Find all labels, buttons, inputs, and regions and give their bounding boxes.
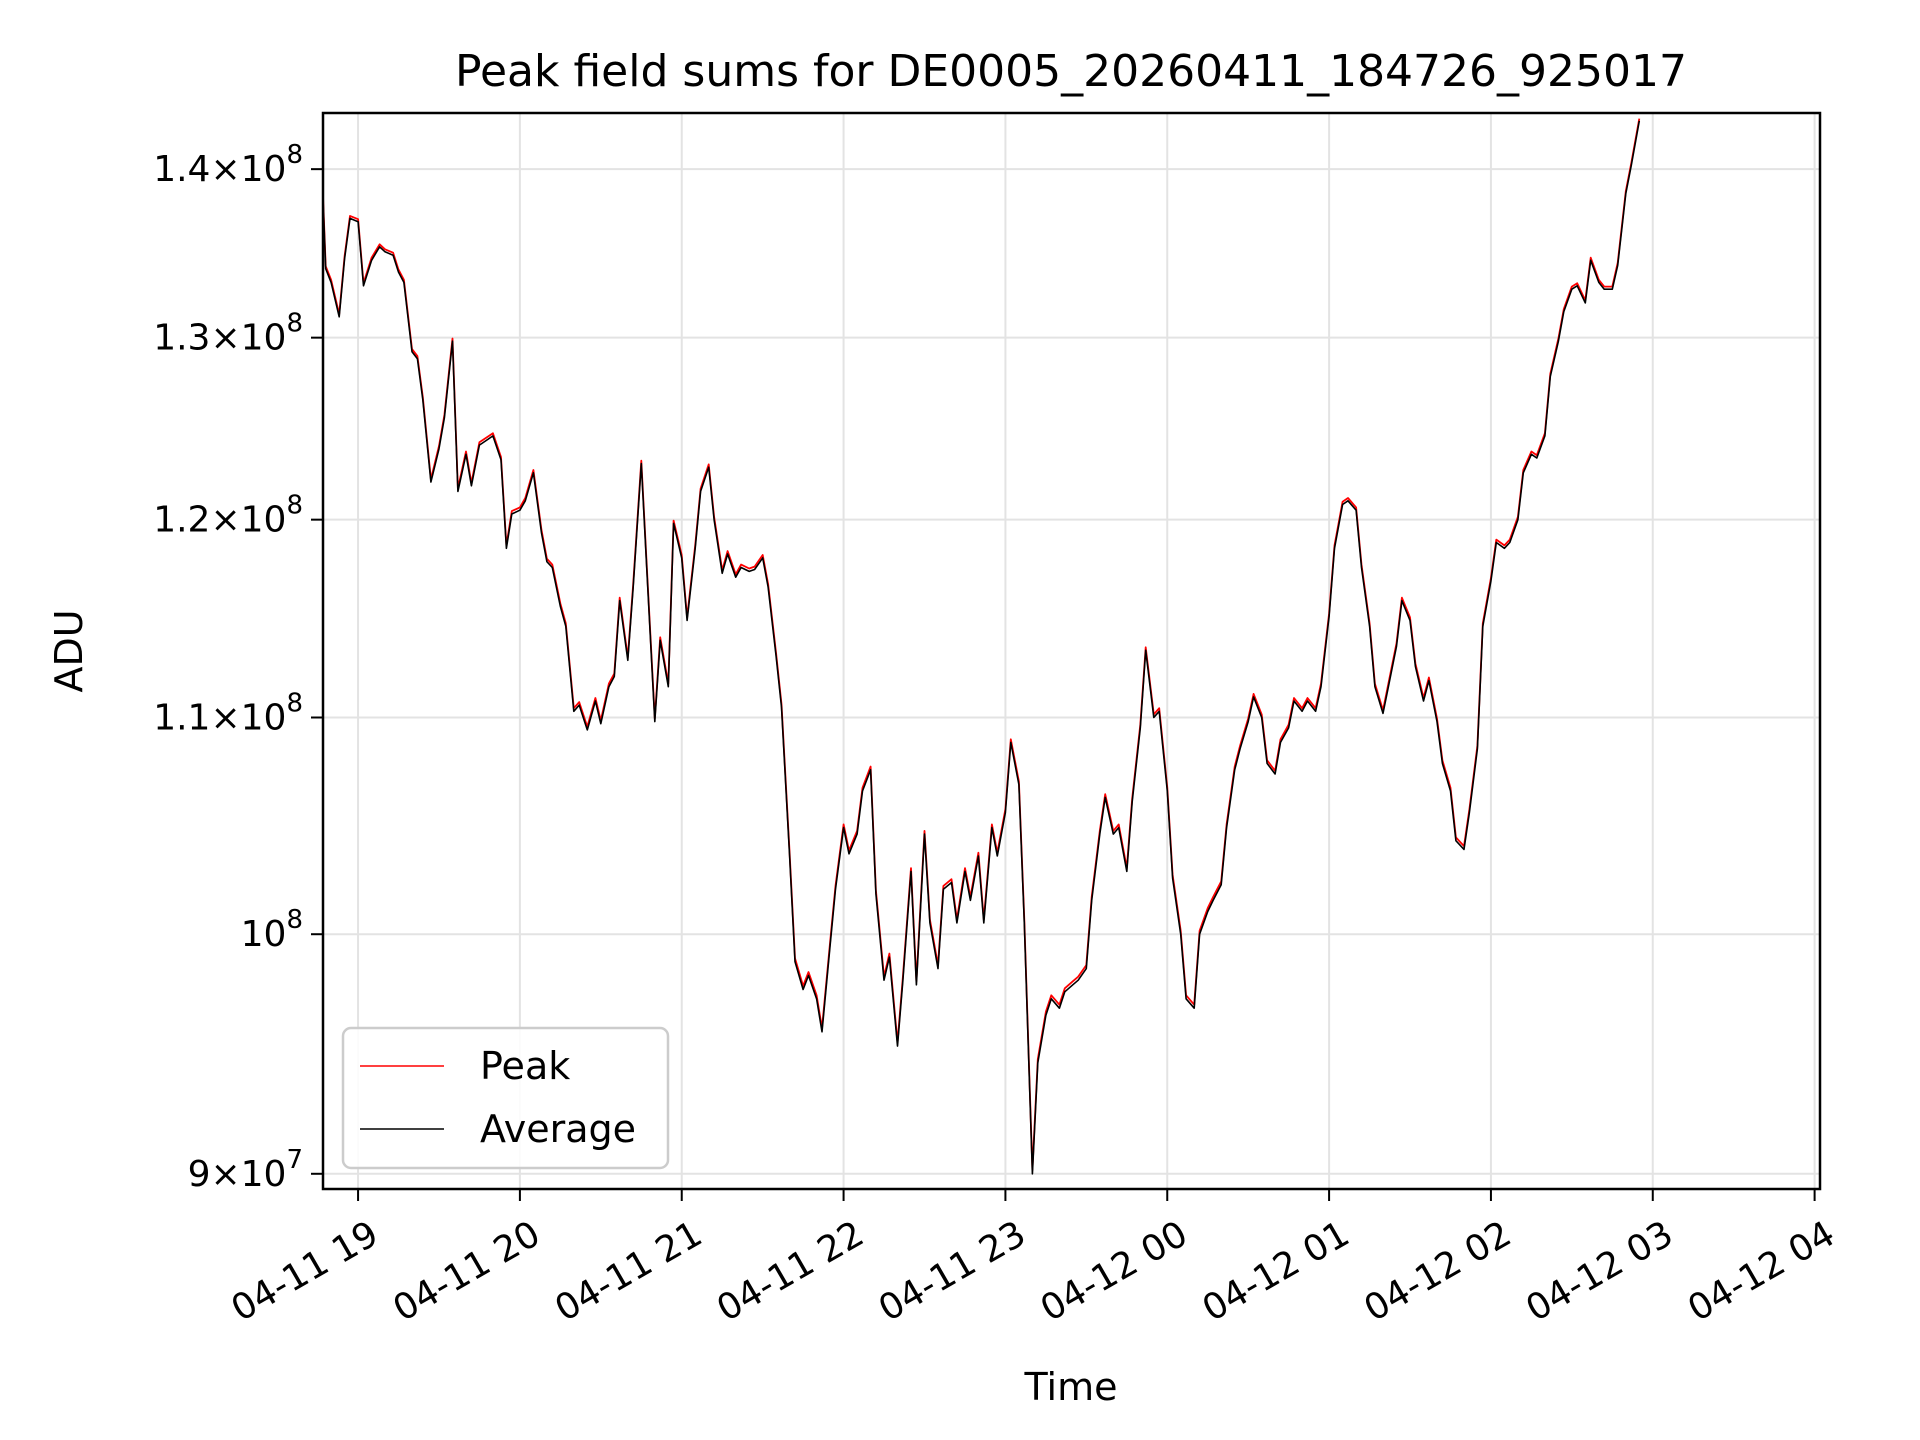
y-tick-label: 9×107 bbox=[188, 1145, 303, 1195]
x-axis-label: Time bbox=[1024, 1365, 1118, 1409]
y-tick-mantissa: 1.1 bbox=[153, 698, 210, 739]
y-tick-times: ×10 bbox=[210, 1154, 286, 1195]
legend-label-peak: Peak bbox=[480, 1044, 570, 1088]
y-tick-mantissa: 1.3 bbox=[153, 318, 210, 359]
y-tick-exponent: 8 bbox=[286, 140, 303, 170]
legend-box bbox=[341, 1026, 670, 1170]
y-tick-label: 1.1×108 bbox=[153, 689, 303, 739]
legend: Peak Average bbox=[341, 1026, 670, 1170]
chart-title: Peak field sums for DE0005_20260411_1847… bbox=[455, 46, 1687, 97]
y-tick-exponent: 8 bbox=[286, 309, 303, 339]
grid-layer bbox=[323, 113, 1820, 1189]
y-tick-exponent: 8 bbox=[286, 491, 303, 521]
y-tick-mantissa: 1.2 bbox=[153, 500, 210, 541]
y-tick-label: 108 bbox=[241, 905, 303, 955]
series-line-average bbox=[323, 120, 1641, 1175]
y-axis-label: ADU bbox=[47, 609, 91, 692]
y-tick-exponent: 7 bbox=[286, 1145, 303, 1175]
y-tick-label: 1.3×108 bbox=[153, 309, 303, 359]
y-tick-label: 1.4×108 bbox=[153, 140, 303, 190]
y-tick-mantissa: 1.4 bbox=[153, 149, 210, 190]
y-tick-times: ×10 bbox=[210, 698, 286, 739]
y-tick-mantissa: 9 bbox=[188, 1154, 211, 1195]
y-tick-exponent: 8 bbox=[286, 905, 303, 935]
series-layer bbox=[323, 118, 1641, 1175]
y-tick-times: ×10 bbox=[210, 318, 286, 359]
y-tick-times: ×10 bbox=[210, 500, 286, 541]
legend-label-average: Average bbox=[480, 1107, 636, 1151]
y-tick-exponent: 8 bbox=[286, 689, 303, 719]
plot-frame bbox=[321, 111, 1822, 1191]
y-tick-base: 10 bbox=[241, 914, 287, 955]
y-tick-label: 1.2×108 bbox=[153, 491, 303, 541]
y-tick-times: ×10 bbox=[210, 149, 286, 190]
